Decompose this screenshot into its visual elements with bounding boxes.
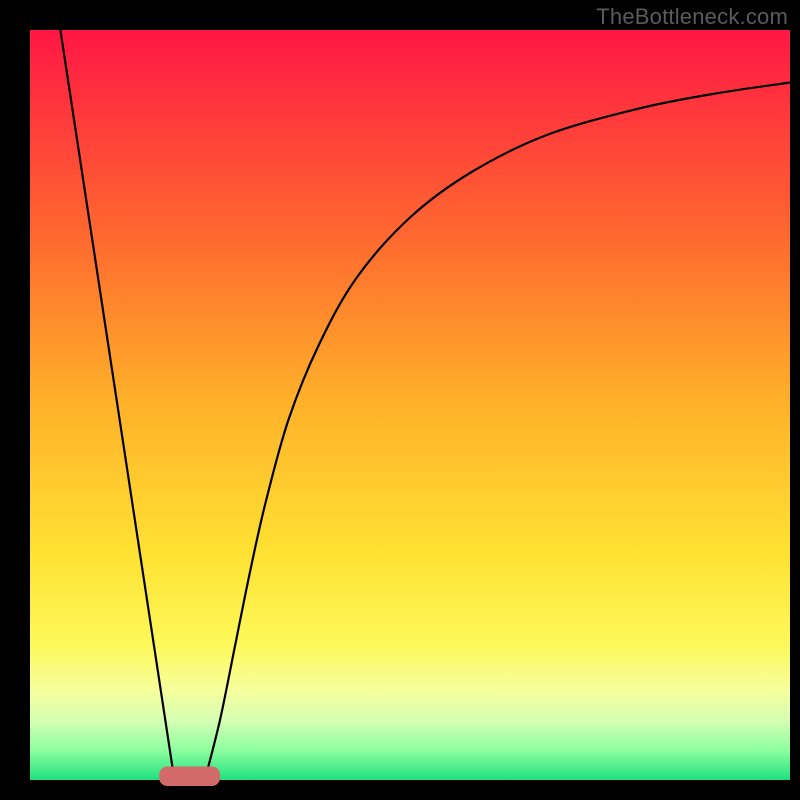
bottleneck-chart (0, 0, 800, 800)
chart-container: TheBottleneck.com (0, 0, 800, 800)
watermark-text: TheBottleneck.com (596, 4, 788, 30)
bottleneck-marker (159, 767, 220, 787)
plot-background (30, 30, 790, 780)
